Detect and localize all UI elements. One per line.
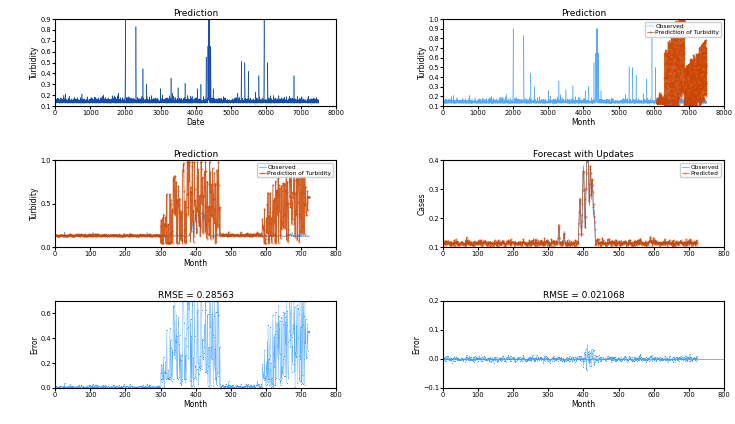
Prediction of Turbidity (51, 233, 60, 238)
Observed (635, 241, 644, 246)
Title: Forecast with Updates: Forecast with Updates (533, 150, 634, 159)
Y-axis label: Turbidity: Turbidity (30, 46, 39, 79)
Observed (51, 233, 60, 238)
Observed (439, 100, 448, 105)
Title: RMSE = 0.28563: RMSE = 0.28563 (158, 291, 234, 300)
Observed (668, 242, 677, 247)
Predicted (470, 242, 478, 247)
Prediction of Turbidity (251, 233, 259, 238)
Observed (646, 100, 655, 105)
Prediction of Turbidity (51, 233, 60, 238)
Predicted (456, 240, 465, 245)
Title: Prediction: Prediction (561, 9, 606, 18)
Observed (701, 100, 710, 105)
Prediction of Turbidity (702, 87, 711, 92)
Predicted (545, 245, 554, 251)
Y-axis label: Turbidity: Turbidity (417, 46, 427, 79)
Prediction of Turbidity (248, 233, 257, 238)
Predicted (639, 240, 648, 245)
Prediction of Turbidity (231, 233, 240, 238)
Observed (248, 234, 257, 239)
Line: Observed: Observed (443, 154, 698, 244)
Observed (82, 234, 90, 239)
Predicted (618, 242, 627, 247)
Observed (305, 234, 314, 239)
Predicted (693, 240, 702, 245)
Y-axis label: Error: Error (30, 335, 39, 354)
Prediction of Turbidity (694, 85, 703, 90)
Prediction of Turbidity (701, 37, 710, 42)
Observed (254, 234, 262, 239)
Observed (195, 208, 204, 213)
Predicted (583, 145, 592, 150)
Observed (643, 100, 652, 106)
Title: Prediction: Prediction (173, 150, 218, 159)
Predicted (440, 239, 448, 244)
Observed (702, 100, 711, 106)
Observed (618, 241, 627, 246)
Prediction of Turbidity (68, 233, 77, 238)
Title: Prediction: Prediction (173, 9, 218, 18)
Observed (456, 239, 465, 244)
Observed (470, 241, 478, 246)
Line: Prediction of Turbidity: Prediction of Turbidity (54, 161, 310, 243)
Prediction of Turbidity (305, 194, 314, 199)
Observed (439, 241, 448, 246)
Prediction of Turbidity (670, 85, 679, 90)
Prediction of Turbidity (82, 233, 90, 238)
Observed (495, 99, 503, 104)
Line: Prediction of Turbidity: Prediction of Turbidity (656, 20, 707, 106)
Line: Observed: Observed (443, 29, 706, 103)
X-axis label: Date: Date (187, 117, 205, 127)
Observed (639, 240, 648, 245)
Observed (251, 233, 259, 238)
Y-axis label: Turbidity: Turbidity (30, 187, 39, 220)
Prediction of Turbidity (686, 98, 695, 103)
Prediction of Turbidity (659, 97, 668, 102)
Prediction of Turbidity (660, 103, 669, 109)
Observed (537, 100, 546, 106)
Observed (51, 234, 60, 239)
Observed (68, 233, 77, 238)
Observed (440, 239, 448, 244)
Observed (230, 233, 239, 238)
X-axis label: Month: Month (184, 399, 208, 408)
Observed (693, 240, 702, 245)
X-axis label: Month: Month (571, 117, 595, 127)
Prediction of Turbidity (183, 159, 192, 165)
X-axis label: Month: Month (571, 399, 595, 408)
Legend: Observed, Prediction of Turbidity: Observed, Prediction of Turbidity (645, 22, 721, 36)
Prediction of Turbidity (156, 240, 165, 245)
Prediction of Turbidity (653, 100, 662, 106)
Line: Observed: Observed (55, 210, 309, 237)
Observed (492, 100, 501, 106)
Observed (509, 26, 517, 31)
X-axis label: Month: Month (184, 259, 208, 268)
Prediction of Turbidity (674, 19, 683, 24)
Y-axis label: Error: Error (412, 335, 421, 354)
Predicted (439, 240, 448, 245)
Observed (609, 96, 617, 101)
Line: Predicted: Predicted (442, 147, 698, 248)
Y-axis label: Cases: Cases (417, 192, 427, 215)
Prediction of Turbidity (659, 93, 668, 98)
Predicted (636, 240, 645, 245)
Observed (583, 152, 592, 157)
Legend: Observed, Prediction of Turbidity: Observed, Prediction of Turbidity (257, 163, 333, 178)
Legend: Observed, Predicted: Observed, Predicted (680, 163, 721, 178)
Title: RMSE = 0.021068: RMSE = 0.021068 (542, 291, 624, 300)
